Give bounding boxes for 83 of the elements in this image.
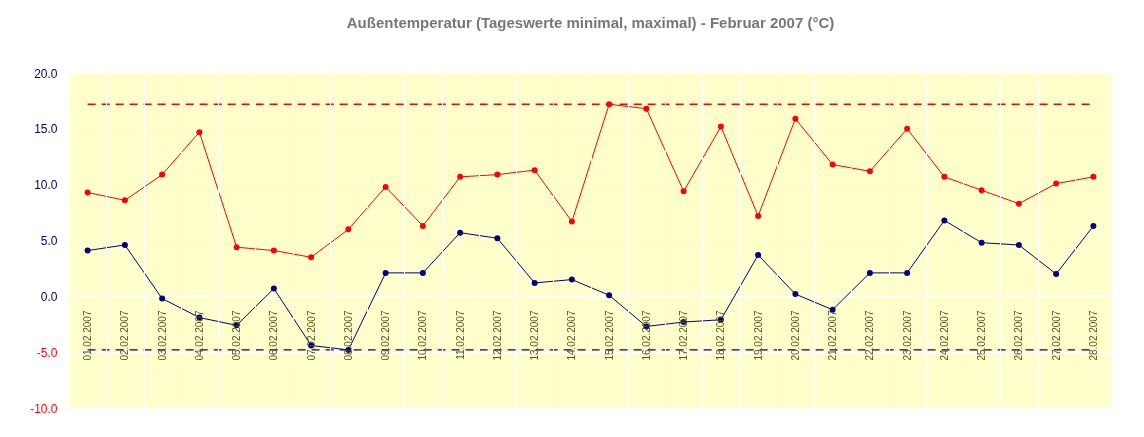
point (755, 212, 762, 219)
x-tick-label: 12.02.2007 (491, 310, 503, 361)
x-tick-label: 09.02.2007 (380, 310, 392, 361)
x-tick-label: 20.02.2007 (789, 310, 801, 361)
y-tick-label: 10.0 (34, 178, 58, 193)
point (84, 189, 91, 196)
point (792, 291, 799, 298)
x-tick-label: 16.02.2007 (640, 310, 652, 361)
point (1090, 173, 1097, 180)
point (866, 168, 873, 175)
y-tick-label: 0.0 (40, 289, 58, 304)
x-tick-label: 26.02.2007 (1013, 310, 1025, 361)
point (568, 218, 575, 225)
x-tick-label: 17.02.2007 (678, 310, 690, 361)
point (755, 252, 762, 259)
x-tick-label: 15.02.2007 (603, 310, 615, 361)
x-tick-label: 22.02.2007 (864, 310, 876, 361)
x-tick-label: 07.02.2007 (305, 310, 317, 361)
point (978, 239, 985, 246)
chart-title: Außentemperatur (Tageswerte minimal, maximal) - Februar 2007 (°C) (346, 14, 835, 31)
point (904, 125, 911, 132)
point (159, 295, 166, 302)
point (680, 188, 687, 195)
x-tick-label: 05.02.2007 (231, 310, 243, 361)
point (904, 269, 911, 276)
point (121, 197, 128, 204)
point (1053, 180, 1060, 187)
y-tick-label: 5.0 (40, 234, 58, 248)
point (606, 292, 613, 299)
point (1015, 200, 1022, 207)
point (382, 183, 389, 190)
x-tick-label: 24.02.2007 (938, 310, 950, 361)
point (1015, 241, 1022, 248)
x-tick-label: 01.02.2007 (82, 310, 94, 361)
point (196, 129, 203, 136)
y-tick-label: 15.0 (34, 122, 58, 137)
x-tick-label: 14.02.2007 (566, 310, 578, 361)
x-tick-label: 18.02.2007 (715, 310, 727, 361)
x-tick-label: 06.02.2007 (268, 310, 280, 361)
y-tick-label: -10.0 (30, 401, 58, 416)
point (1090, 222, 1097, 229)
point (457, 229, 464, 236)
x-tick-label: 08.02.2007 (342, 310, 354, 361)
point (978, 187, 985, 194)
point (159, 171, 166, 178)
x-tick-label: 02.02.2007 (119, 310, 131, 361)
point (717, 123, 724, 130)
x-tick-label: 03.02.2007 (156, 310, 168, 361)
x-tick-label: 28.02.2007 (1087, 310, 1099, 361)
point (233, 244, 240, 251)
point (941, 173, 948, 180)
point (531, 279, 538, 286)
point (419, 222, 426, 229)
point (568, 276, 575, 283)
point (382, 269, 389, 276)
point (84, 247, 91, 254)
point (270, 285, 277, 292)
point (941, 217, 948, 224)
x-tick-label: 25.02.2007 (976, 310, 988, 361)
x-tick-label: 04.02.2007 (193, 310, 205, 361)
point (345, 226, 352, 233)
x-tick-label: 11.02.2007 (454, 310, 466, 360)
point (1053, 271, 1060, 277)
point (643, 105, 650, 112)
x-tick-label: 23.02.2007 (901, 310, 913, 361)
point (531, 167, 538, 174)
point (494, 235, 501, 242)
point (121, 241, 128, 248)
x-tick-label: 19.02.2007 (752, 310, 764, 361)
x-tick-label: 27.02.2007 (1050, 310, 1062, 361)
point (829, 161, 836, 168)
point (457, 173, 464, 180)
point (792, 115, 799, 122)
point (866, 269, 873, 276)
point (308, 254, 315, 261)
y-tick-label: 20.0 (34, 66, 58, 81)
y-tick-label: -5.0 (36, 345, 58, 360)
point (419, 269, 426, 276)
point (494, 171, 501, 178)
x-tick-label: 10.02.2007 (417, 310, 429, 361)
point (270, 247, 277, 254)
x-tick-label: 21.02.2007 (827, 310, 839, 361)
x-tick-label: 13.02.2007 (529, 310, 541, 361)
